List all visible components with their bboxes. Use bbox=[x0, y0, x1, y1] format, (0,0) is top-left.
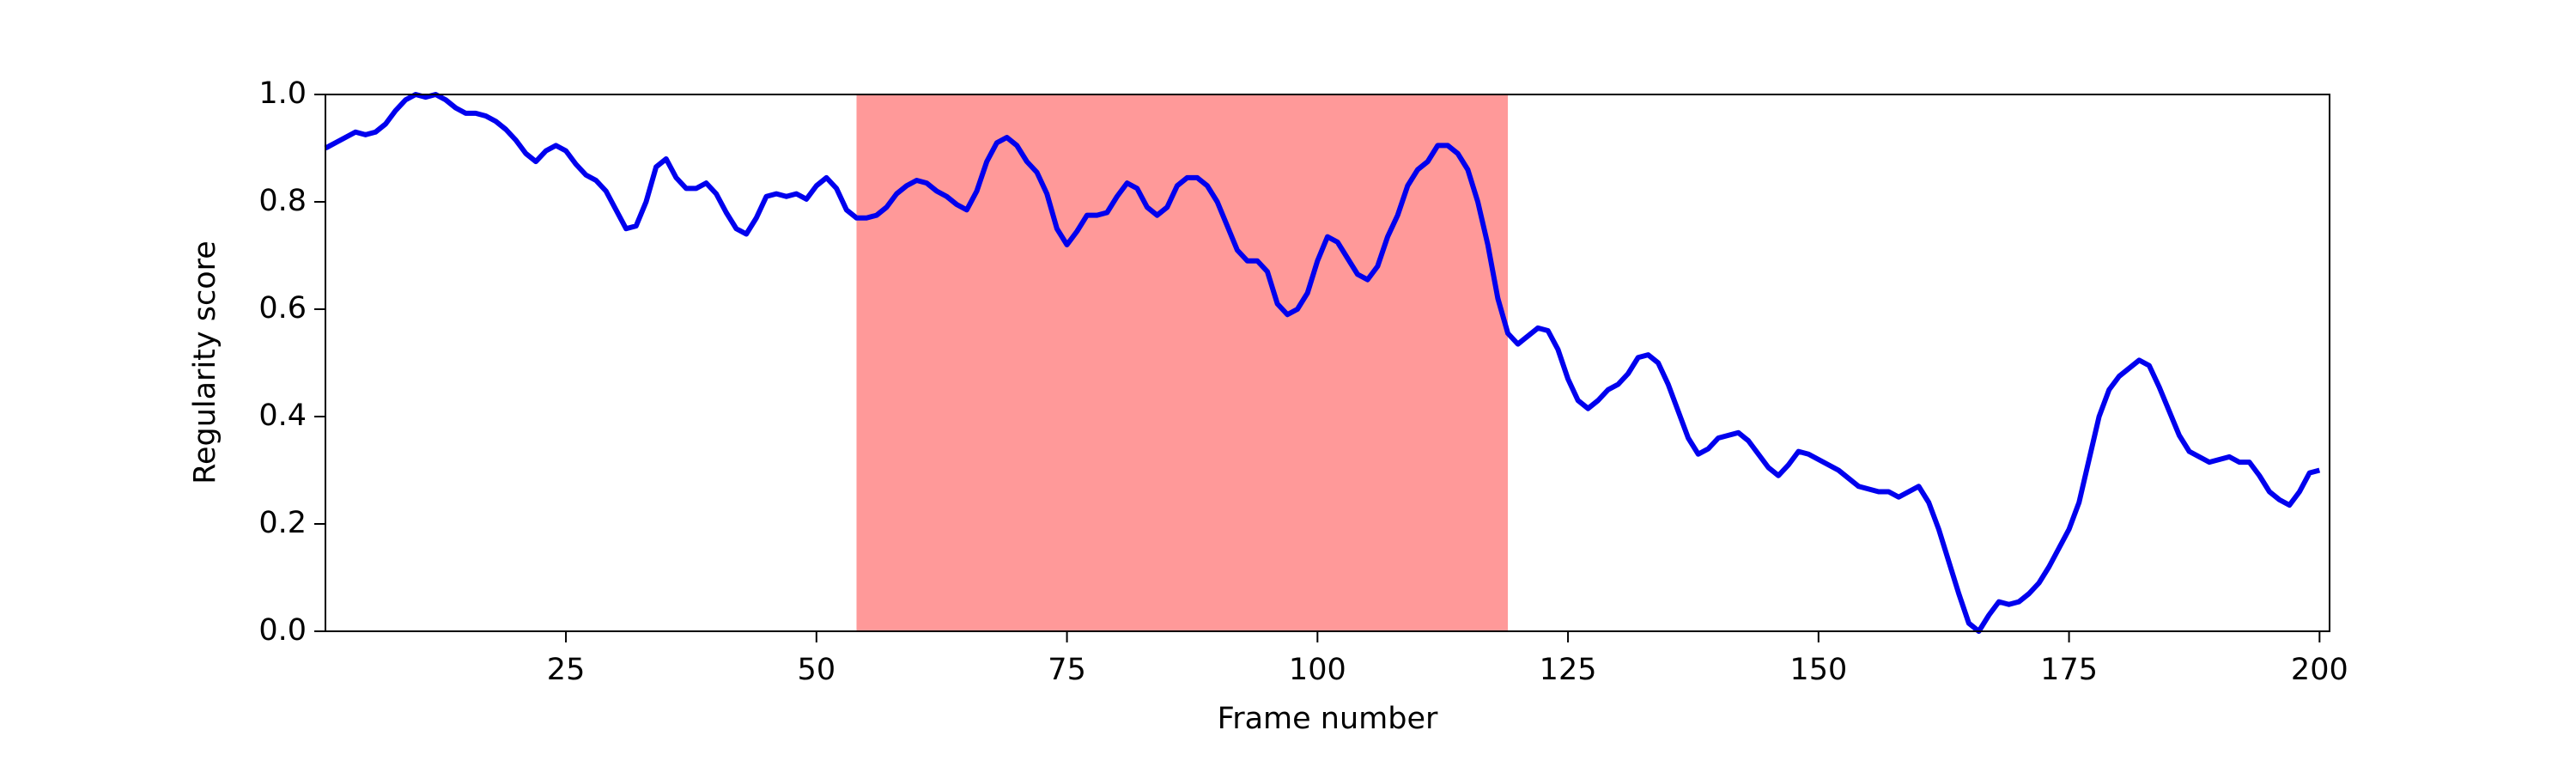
y-axis-label: Regularity score bbox=[188, 240, 222, 484]
x-tick-label: 150 bbox=[1789, 653, 1847, 687]
x-tick-label: 75 bbox=[1048, 653, 1086, 687]
plot-frame bbox=[325, 94, 2330, 632]
x-axis-label: Frame number bbox=[1218, 702, 1438, 736]
y-tick-label: 0.0 bbox=[258, 613, 307, 648]
y-tick-label: 0.6 bbox=[258, 291, 307, 326]
shaded-region bbox=[856, 94, 1509, 631]
x-tick-label: 100 bbox=[1289, 653, 1346, 687]
x-tick-label: 125 bbox=[1540, 653, 1597, 687]
y-tick-label: 0.4 bbox=[258, 399, 307, 433]
x-tick-label: 25 bbox=[547, 653, 586, 687]
data-line bbox=[324, 92, 2321, 634]
x-tick-label: 50 bbox=[798, 653, 836, 687]
y-tick-label: 0.2 bbox=[258, 506, 307, 540]
y-tick-label: 0.8 bbox=[258, 184, 307, 218]
y-tick-label: 1.0 bbox=[258, 76, 307, 111]
x-tick-label: 175 bbox=[2040, 653, 2098, 687]
x-tick-label: 200 bbox=[2291, 653, 2348, 687]
